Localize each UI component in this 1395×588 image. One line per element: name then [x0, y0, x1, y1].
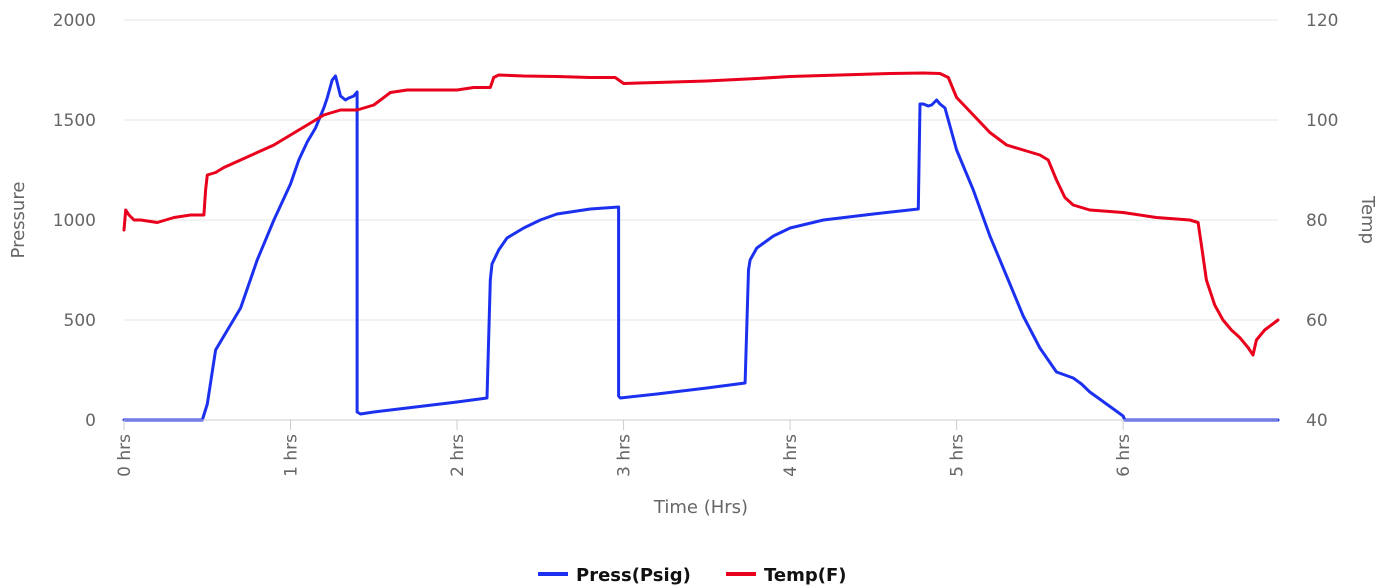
- y-axis-left-title: Pressure: [8, 182, 29, 259]
- y-axis-left-ticks: 0 500 1000 1500 2000: [53, 11, 96, 431]
- series-lines: [122, 71, 1280, 422]
- y-left-tick-label: 1500: [53, 111, 96, 131]
- legend-item-press[interactable]: Press(Psig): [538, 565, 691, 586]
- series-line-temp: [122, 71, 1280, 357]
- y-right-tick-label: 100: [1306, 111, 1338, 131]
- x-tick-label: 3 hrs: [615, 434, 635, 477]
- y-left-tick-label: 0: [85, 411, 96, 431]
- y-axis-right-title: Temp: [1357, 195, 1378, 244]
- x-tick-label: 5 hrs: [948, 434, 968, 477]
- legend-item-temp[interactable]: Temp(F): [726, 565, 847, 586]
- x-tick-label: 6 hrs: [1114, 434, 1134, 477]
- y-axis-right-ticks: 40 60 80 100 120: [1306, 11, 1338, 431]
- y-right-tick-label: 120: [1306, 11, 1338, 31]
- legend: Press(Psig) Temp(F): [538, 565, 847, 586]
- y-right-tick-label: 40: [1306, 411, 1328, 431]
- series-line-press: [122, 74, 1280, 422]
- legend-label-press: Press(Psig): [576, 565, 691, 586]
- y-left-tick-label: 500: [64, 311, 96, 331]
- y-right-tick-label: 60: [1306, 311, 1328, 331]
- x-tick-label: 4 hrs: [781, 434, 801, 477]
- y-left-tick-label: 2000: [53, 11, 96, 31]
- x-tick-label: 2 hrs: [448, 434, 468, 477]
- x-tick-label: 1 hrs: [282, 434, 302, 477]
- x-tick-label: 0 hrs: [115, 434, 135, 477]
- y-left-tick-label: 1000: [53, 211, 96, 231]
- y-right-tick-label: 80: [1306, 211, 1328, 231]
- x-axis-ticks: 0 hrs 1 hrs 2 hrs 3 hrs 4 hrs 5 hrs 6 hrs: [115, 419, 1278, 477]
- x-axis-title: Time (Hrs): [653, 497, 748, 518]
- legend-label-temp: Temp(F): [764, 565, 847, 586]
